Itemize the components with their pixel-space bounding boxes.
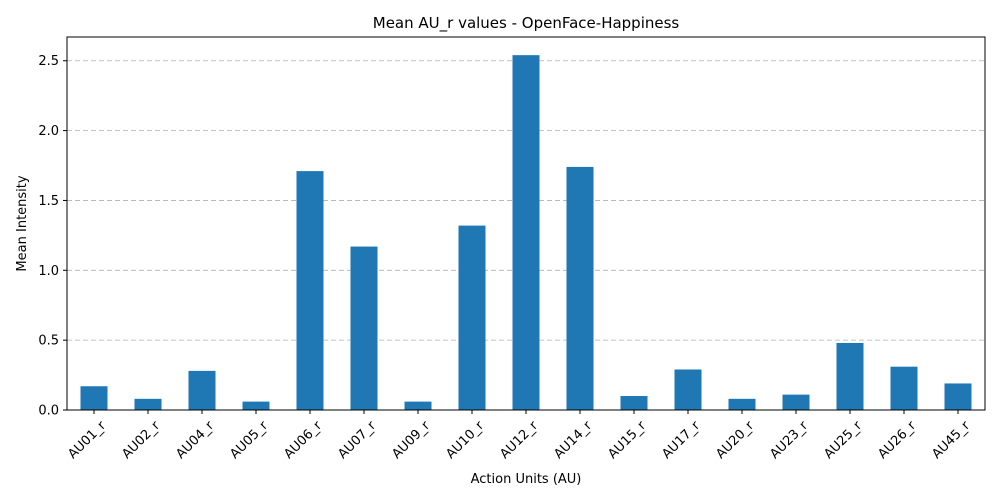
x-axis-label: Action Units (AU) bbox=[471, 472, 582, 487]
x-tick-label: AU04_r bbox=[173, 418, 217, 462]
bar-au10-r bbox=[458, 225, 486, 410]
bar-au04-r bbox=[188, 370, 216, 410]
x-tick-label: AU10_r bbox=[443, 418, 487, 462]
bar-au14-r bbox=[566, 166, 594, 410]
x-tick-label: AU09_r bbox=[389, 418, 433, 462]
x-tick-label: AU01_r bbox=[65, 418, 109, 462]
bar-au07-r bbox=[350, 246, 378, 410]
bar-au09-r bbox=[404, 401, 432, 410]
y-tick-label: 0.5 bbox=[38, 334, 59, 349]
x-tick-label: AU45_r bbox=[929, 418, 973, 462]
x-tick-label: AU06_r bbox=[281, 418, 325, 462]
bar-au01-r bbox=[80, 386, 108, 410]
y-tick-label: 1.5 bbox=[38, 194, 59, 209]
chart-title: Mean AU_r values - OpenFace-Happiness bbox=[373, 14, 680, 33]
y-tick-label: 0.0 bbox=[38, 404, 59, 419]
y-tick-label: 1.0 bbox=[38, 264, 59, 279]
bars bbox=[80, 55, 972, 411]
bar-au25-r bbox=[836, 342, 864, 410]
x-tick-label: AU05_r bbox=[227, 418, 271, 462]
bar-au23-r bbox=[782, 394, 810, 410]
bar-au05-r bbox=[242, 401, 270, 410]
x-tick-label: AU20_r bbox=[713, 418, 757, 462]
bar-au15-r bbox=[620, 396, 648, 410]
x-tick-label: AU23_r bbox=[767, 418, 811, 462]
x-tick-label: AU07_r bbox=[335, 418, 379, 462]
x-tick-label: AU26_r bbox=[875, 418, 919, 462]
y-tick-label: 2.0 bbox=[38, 124, 59, 139]
x-tick-label: AU25_r bbox=[821, 418, 865, 462]
x-tick-label: AU12_r bbox=[497, 418, 541, 462]
bar-au02-r bbox=[134, 398, 162, 410]
bar-au12-r bbox=[512, 55, 540, 411]
y-axis-label: Mean Intensity bbox=[15, 175, 30, 271]
bar-au45-r bbox=[944, 383, 972, 410]
x-ticks: AU01_r AU02_r AU04_r AU05_r AU06_r AU07_r AU09… bbox=[65, 410, 974, 462]
x-tick-label: AU17_r bbox=[659, 418, 703, 462]
bar-au26-r bbox=[890, 366, 918, 410]
bar-au06-r bbox=[296, 171, 324, 410]
bar-au20-r bbox=[728, 398, 756, 410]
bar-au17-r bbox=[674, 369, 702, 410]
x-tick-label: AU14_r bbox=[551, 418, 595, 462]
y-ticks: 0.0 0.5 1.0 1.5 2.0 2.5 bbox=[38, 54, 67, 419]
y-tick-label: 2.5 bbox=[38, 54, 59, 69]
x-tick-label: AU15_r bbox=[605, 418, 649, 462]
x-tick-label: AU02_r bbox=[119, 418, 163, 462]
